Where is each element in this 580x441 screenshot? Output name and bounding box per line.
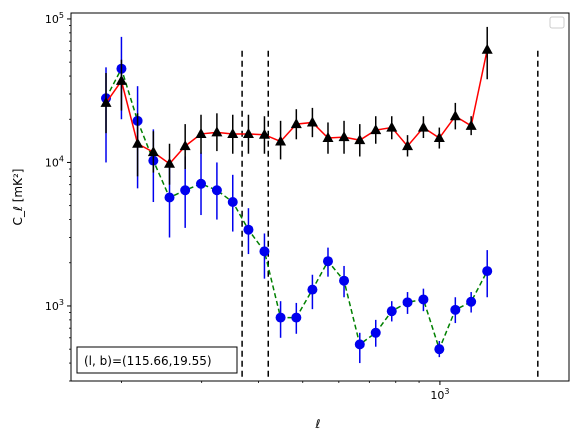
- data-point: [306, 116, 318, 127]
- data-point: [227, 197, 238, 208]
- x-axis-label: ℓ: [315, 417, 321, 431]
- data-point: [196, 178, 207, 189]
- data-point: [466, 296, 477, 307]
- data-point: [434, 344, 445, 355]
- data-point: [164, 157, 176, 168]
- data-point: [465, 119, 477, 130]
- data-point: [115, 74, 127, 85]
- data-point: [338, 131, 350, 142]
- data-point: [275, 135, 287, 146]
- annotation-frame: [76, 346, 238, 374]
- y-tick-label: 105: [45, 11, 64, 26]
- data-point: [370, 327, 381, 338]
- data-point: [417, 121, 429, 132]
- series-triangles: [100, 26, 493, 185]
- y-tick-label: 104: [45, 154, 64, 169]
- axes-layer: 103 103 104 105: [45, 11, 450, 402]
- data-point: [450, 304, 461, 315]
- data-point: [290, 118, 302, 129]
- data-point: [164, 192, 175, 203]
- data-point: [242, 127, 254, 138]
- data-point: [322, 256, 333, 267]
- data-point: [418, 294, 429, 305]
- data-point: [481, 43, 493, 54]
- data-point: [100, 96, 112, 107]
- data-point: [180, 185, 191, 196]
- data-point: [259, 246, 270, 257]
- data-point: [211, 185, 222, 196]
- data-point: [354, 134, 366, 145]
- data-point: [179, 140, 191, 151]
- data-point: [402, 140, 414, 151]
- vertical-markers: [241, 50, 539, 381]
- data-point: [307, 284, 318, 295]
- data-point: [449, 110, 461, 121]
- annotation-text: (l, b)=(115.66,19.55): [84, 354, 212, 368]
- data-point: [402, 297, 413, 308]
- data-point: [258, 128, 270, 139]
- data-point: [322, 132, 334, 143]
- plot-frame: [70, 12, 570, 382]
- annotation-box: (l, b)=(115.66,19.55): [76, 346, 238, 374]
- data-point: [243, 224, 254, 235]
- data-point: [339, 275, 350, 286]
- data-point: [227, 127, 239, 138]
- data-point: [370, 124, 382, 135]
- data-point: [132, 137, 144, 148]
- data-point: [211, 126, 223, 137]
- data-point: [147, 146, 159, 157]
- y-axis-label: C_ℓ [mK²]: [11, 169, 25, 226]
- y-tick-label: 103: [45, 298, 64, 313]
- data-point: [433, 132, 445, 143]
- data-point: [275, 312, 286, 323]
- data-point: [195, 127, 207, 138]
- data-point: [291, 312, 302, 323]
- plot-background: [71, 13, 569, 381]
- x-tick-label: 103: [430, 387, 449, 402]
- data-point: [482, 266, 493, 277]
- series-layer: [100, 26, 493, 364]
- data-point: [386, 306, 397, 317]
- data-point: [354, 339, 365, 350]
- legend-box: [549, 16, 565, 29]
- data-point: [386, 121, 398, 132]
